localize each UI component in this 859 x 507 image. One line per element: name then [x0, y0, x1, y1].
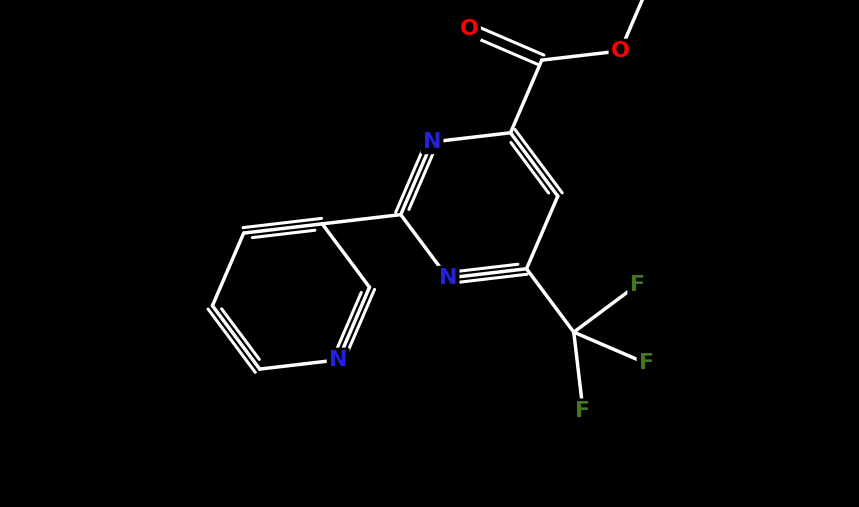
Text: O: O [611, 41, 630, 61]
Text: N: N [329, 350, 348, 370]
Text: F: F [630, 275, 645, 295]
Text: F: F [639, 353, 654, 373]
Text: N: N [423, 132, 442, 152]
Text: O: O [460, 19, 478, 39]
Text: F: F [576, 401, 591, 421]
Text: N: N [439, 268, 457, 288]
